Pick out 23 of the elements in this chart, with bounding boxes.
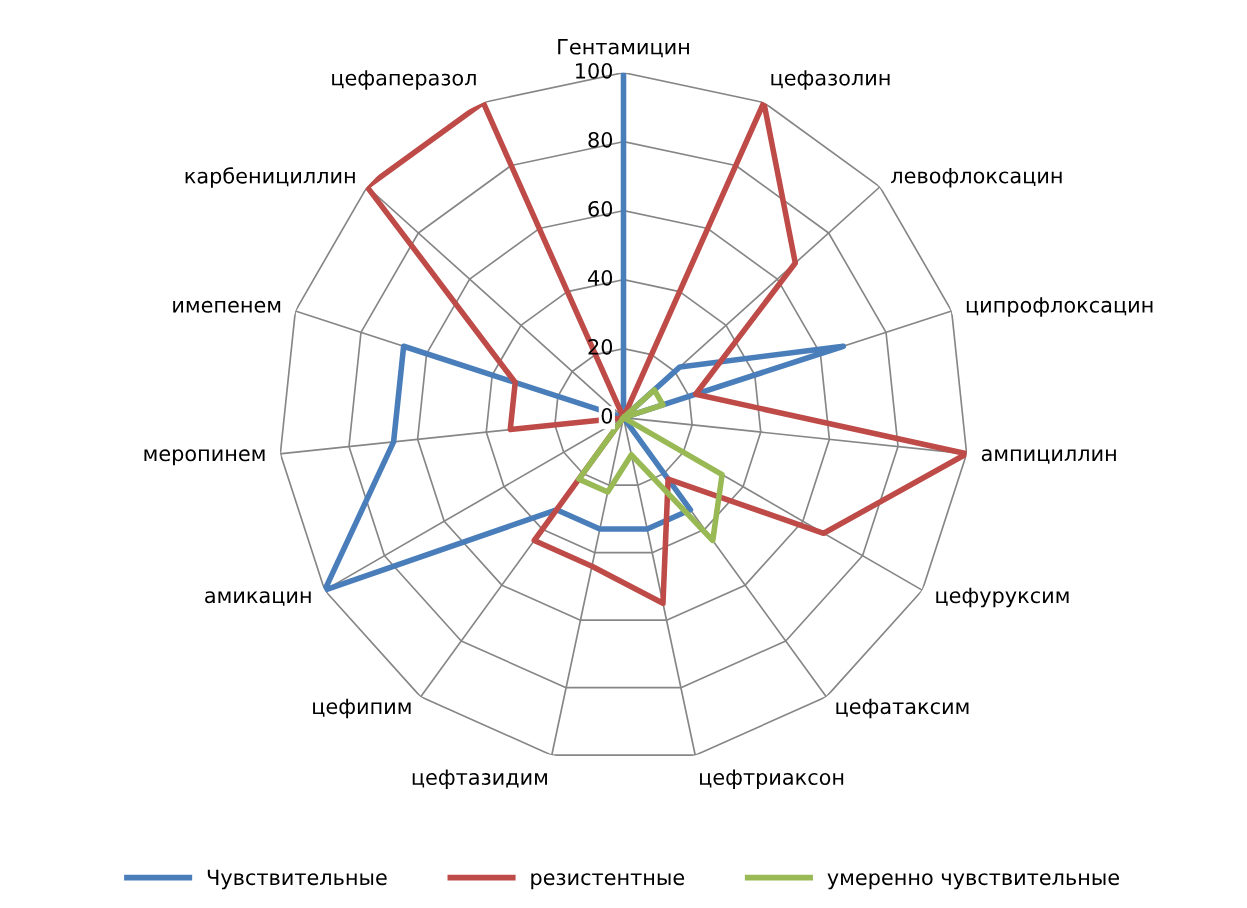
- spoke-label: цефипим: [313, 698, 411, 719]
- spoke-label: амикацин: [205, 591, 311, 606]
- y-tick-label: 40: [588, 269, 613, 286]
- y-tick-label: 100: [576, 62, 613, 79]
- spoke-label: цефатаксим: [836, 698, 969, 719]
- spoke-label: меропинем: [144, 449, 265, 466]
- spoke-label: ампициллин: [981, 449, 1116, 464]
- y-tick-label: 0: [601, 407, 613, 424]
- spoke-label: цефуруксим: [936, 587, 1069, 608]
- y-tick-label: 80: [588, 131, 613, 148]
- y-tick-label: 60: [588, 200, 613, 217]
- legend-label: резистентные: [531, 873, 685, 890]
- spoke-label: цефтазидим: [412, 769, 547, 790]
- spoke-label: цефазолин: [771, 70, 890, 90]
- spoke-label: Гентамицин: [558, 39, 689, 58]
- spoke-label: цефтриаксон: [700, 769, 844, 790]
- spoke-label: левофлоксацин: [891, 168, 1062, 188]
- spoke-label: имепенем: [173, 300, 281, 313]
- spoke-label: карбенициллин: [185, 167, 355, 188]
- spoke-label: ципрофлоксацин: [966, 297, 1153, 317]
- spoke-label: цефаперазол: [332, 70, 476, 90]
- legend-label: умеренно чувствительные: [827, 873, 1119, 890]
- legend-label: Чувствительные: [207, 869, 387, 890]
